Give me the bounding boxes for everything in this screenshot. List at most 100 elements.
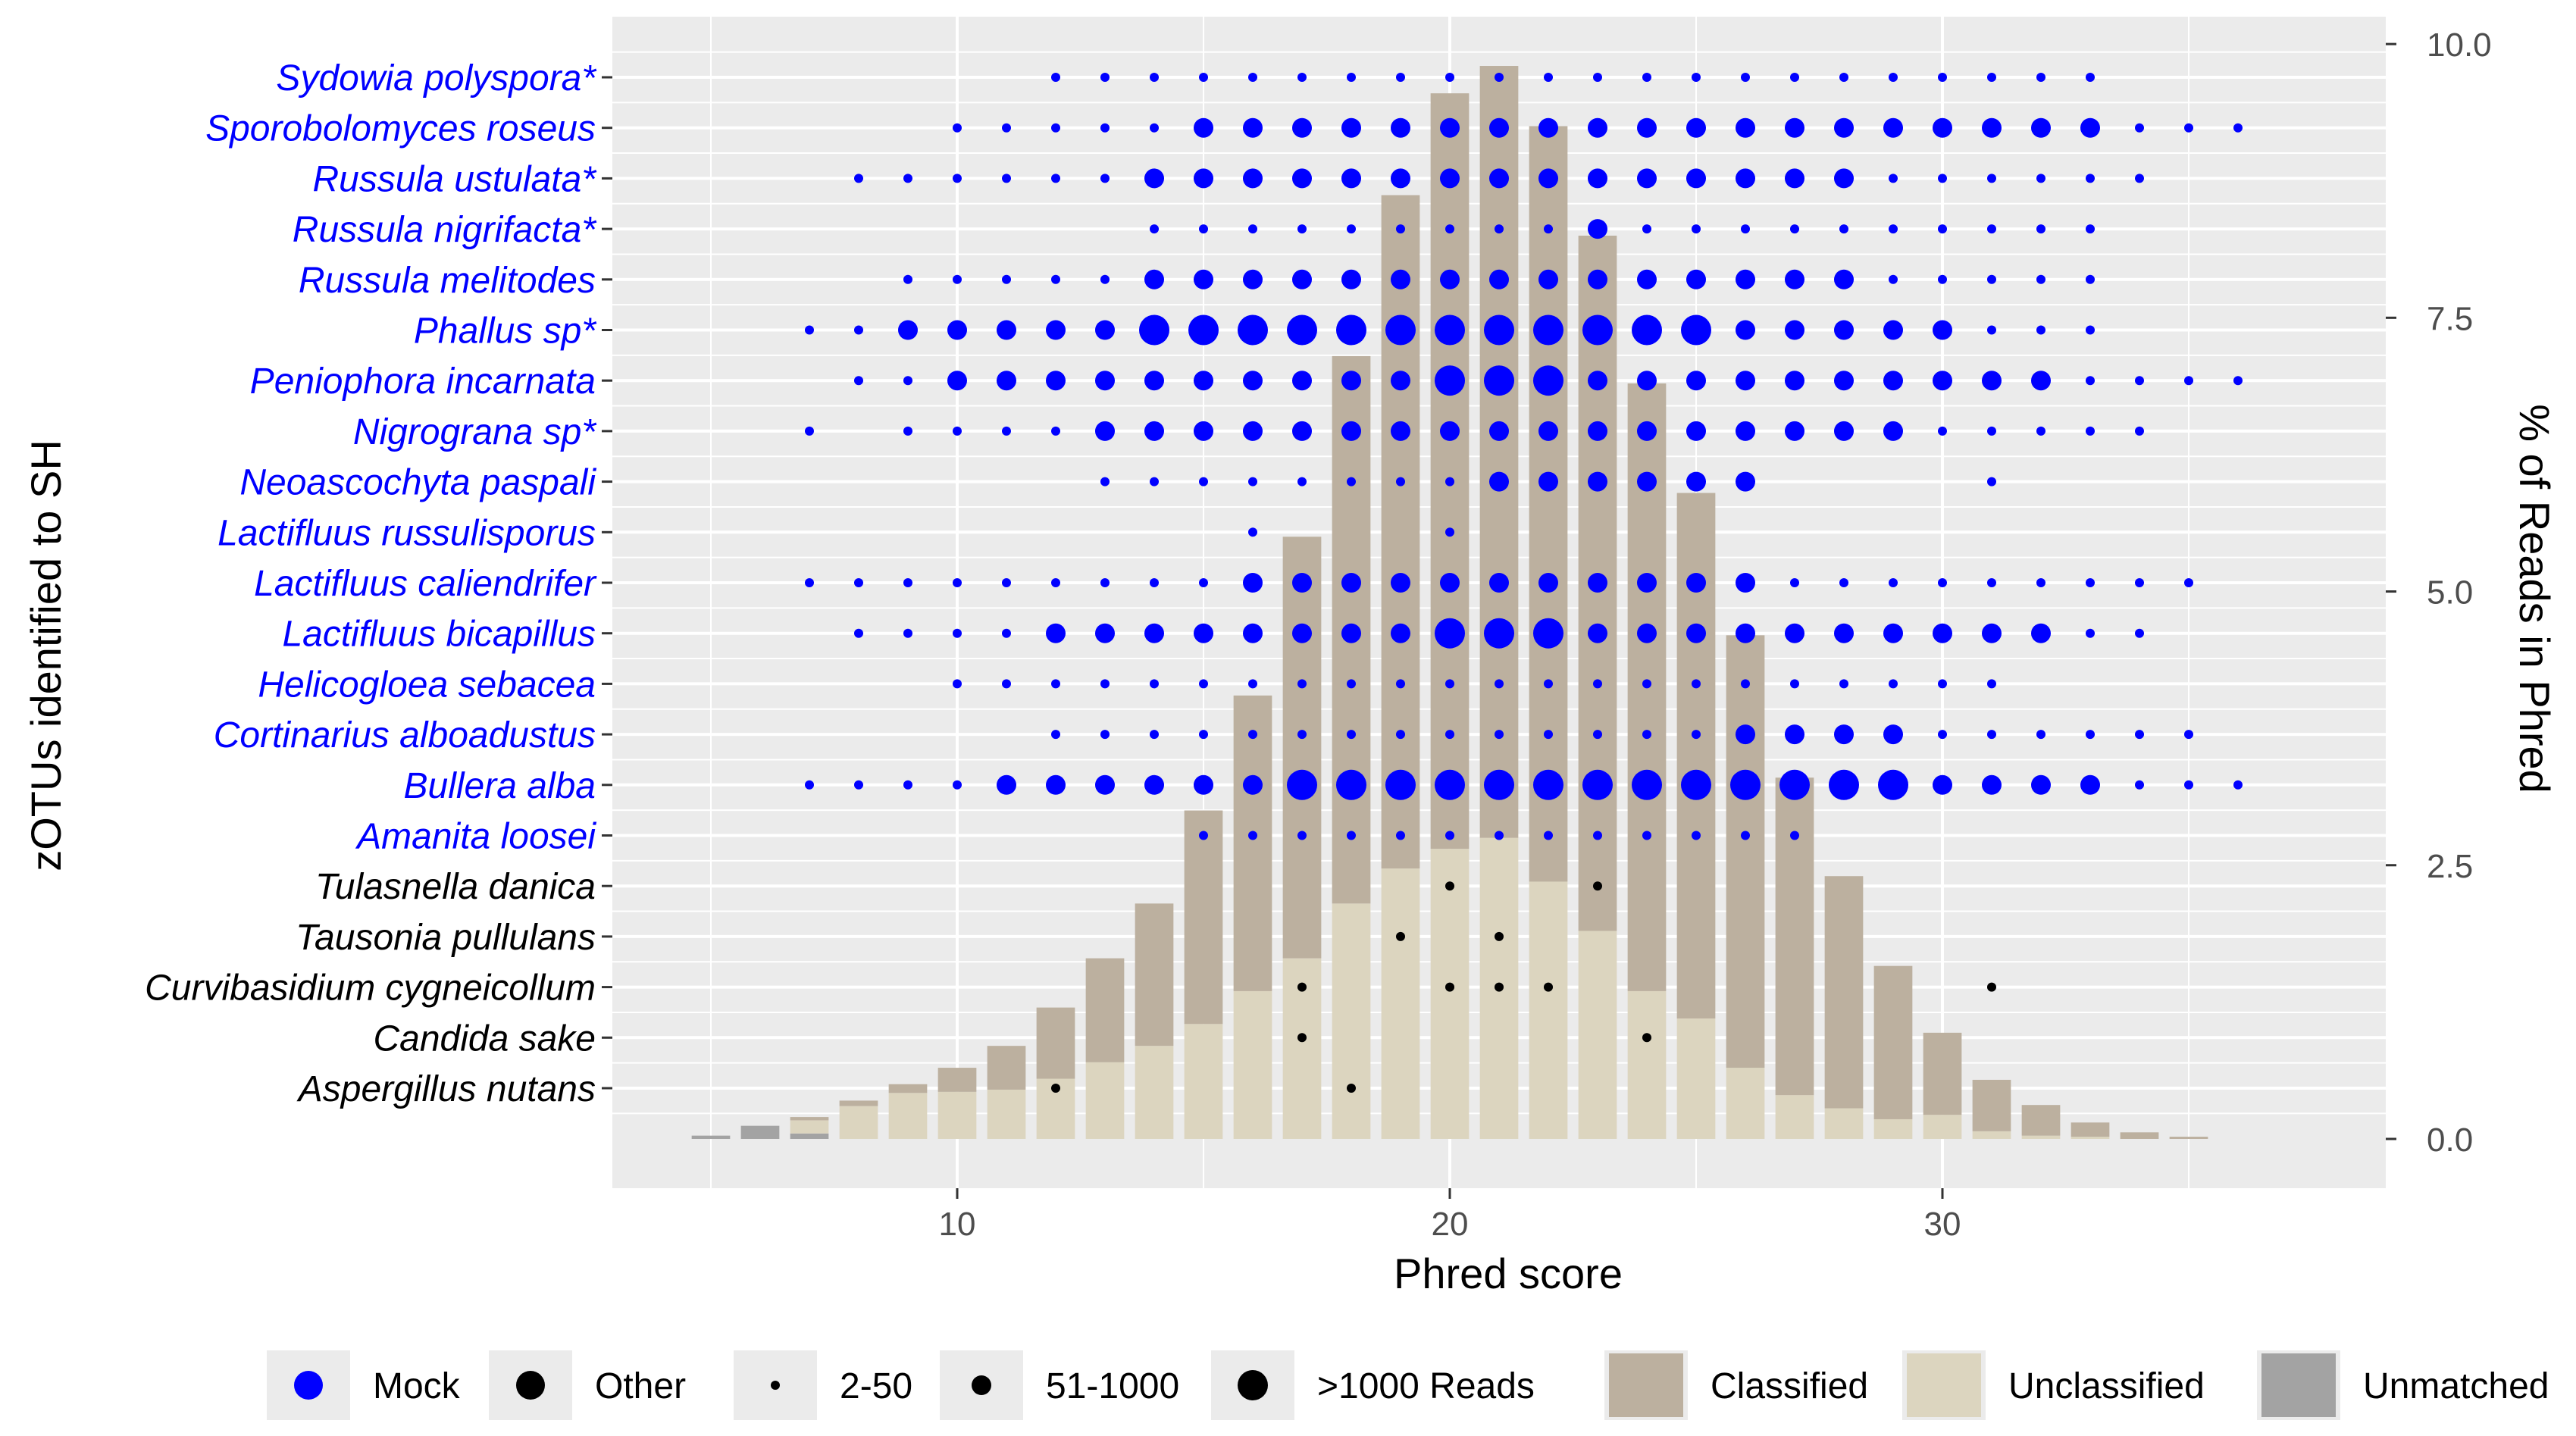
data-point — [1150, 477, 1159, 486]
data-point — [1391, 573, 1410, 593]
data-point — [1347, 730, 1356, 740]
data-point — [1347, 224, 1356, 234]
data-point — [1248, 527, 1257, 537]
data-point — [1489, 573, 1509, 593]
data-point — [997, 774, 1016, 795]
data-point — [953, 679, 962, 689]
data-point — [1144, 421, 1164, 441]
species-label: Cortinarius alboadustus — [214, 715, 596, 756]
data-point — [1834, 623, 1854, 643]
data-point — [1987, 578, 1996, 587]
data-point — [1341, 168, 1361, 189]
data-point — [1987, 426, 1996, 436]
data-point — [997, 320, 1016, 340]
species-label: Phallus sp* — [414, 311, 596, 352]
species-label: Candida sake — [373, 1018, 596, 1059]
bar-unclassified — [1233, 990, 1272, 1139]
data-point — [1593, 73, 1602, 82]
data-point — [2135, 780, 2144, 790]
data-point — [1297, 679, 1307, 689]
species-label: Aspergillus nutans — [296, 1069, 596, 1109]
species-label: Bullera alba — [404, 766, 596, 806]
bar-unclassified — [1627, 990, 1667, 1139]
data-point — [1785, 371, 1804, 391]
right-tick-label: 2.5 — [2427, 848, 2473, 885]
data-point — [1139, 314, 1169, 346]
data-point — [1790, 679, 1799, 689]
right-tick-label: 7.5 — [2427, 300, 2473, 337]
data-point — [1686, 269, 1706, 289]
data-point — [1484, 365, 1514, 396]
legend-label: >1000 Reads — [1317, 1366, 1535, 1406]
data-point — [1243, 573, 1263, 593]
data-point — [2135, 376, 2144, 386]
data-point — [1440, 117, 1460, 138]
data-point — [1484, 618, 1514, 649]
data-point — [1741, 224, 1750, 234]
data-point — [1002, 679, 1011, 689]
data-point — [1736, 117, 1755, 138]
data-point — [1686, 371, 1706, 391]
x-axis-title: Phred score — [1394, 1250, 1623, 1297]
legend-swatch-classified — [1609, 1353, 1683, 1417]
bar-classified — [1529, 126, 1568, 882]
data-point — [1445, 477, 1454, 486]
data-point — [1292, 371, 1312, 391]
data-point — [1642, 831, 1651, 840]
data-point — [1538, 573, 1558, 593]
y-axis-right-title: % of Reads in Phred — [2511, 404, 2559, 793]
data-point — [854, 780, 863, 790]
data-point — [1839, 73, 1848, 82]
data-point — [1883, 371, 1903, 391]
data-point — [2031, 774, 2051, 795]
bar-classified — [1282, 537, 1322, 959]
data-point — [1144, 774, 1164, 795]
data-point — [1445, 881, 1454, 891]
bar-unclassified — [1529, 881, 1568, 1139]
data-point — [2031, 117, 2051, 138]
data-point — [1834, 117, 1854, 138]
data-point — [1248, 679, 1257, 689]
data-point — [1248, 477, 1257, 486]
data-point — [1987, 73, 1996, 82]
data-point — [997, 371, 1016, 391]
data-point — [1391, 623, 1410, 643]
data-point — [1834, 269, 1854, 289]
data-point — [1933, 117, 1952, 138]
data-point — [2086, 224, 2095, 234]
data-point — [1593, 831, 1602, 840]
data-point — [1642, 224, 1651, 234]
data-point — [1292, 117, 1312, 138]
data-point — [1150, 578, 1159, 587]
bar-classified — [1233, 695, 1272, 991]
data-point — [1933, 320, 1952, 340]
data-point — [1883, 724, 1903, 745]
data-point — [1736, 168, 1755, 189]
data-point — [1194, 371, 1213, 391]
data-point — [1051, 1084, 1060, 1093]
data-point — [1834, 371, 1854, 391]
data-point — [1238, 314, 1268, 346]
data-point — [1933, 371, 1952, 391]
data-point — [1692, 679, 1701, 689]
data-point — [1002, 174, 1011, 183]
x-axis: 10 20 30 — [939, 1188, 1961, 1243]
data-point — [903, 578, 912, 587]
data-point — [1297, 831, 1307, 840]
data-point — [2233, 376, 2243, 386]
y-axis-right: 0.0 2.5 5.0 7.5 10.0 — [2386, 27, 2492, 1159]
data-point — [1248, 730, 1257, 740]
data-point — [1095, 623, 1115, 643]
bar-unclassified — [987, 1089, 1026, 1139]
legend-label: Unmatched — [2363, 1366, 2549, 1406]
data-point — [1144, 623, 1164, 643]
data-point — [1938, 426, 1947, 436]
bar-unclassified — [1775, 1095, 1814, 1139]
data-point — [1194, 421, 1213, 441]
data-point — [1736, 371, 1755, 391]
data-point — [1829, 769, 1859, 800]
data-point — [1100, 73, 1110, 82]
data-point — [1199, 831, 1208, 840]
data-point — [1095, 320, 1115, 340]
data-point — [1588, 371, 1607, 391]
